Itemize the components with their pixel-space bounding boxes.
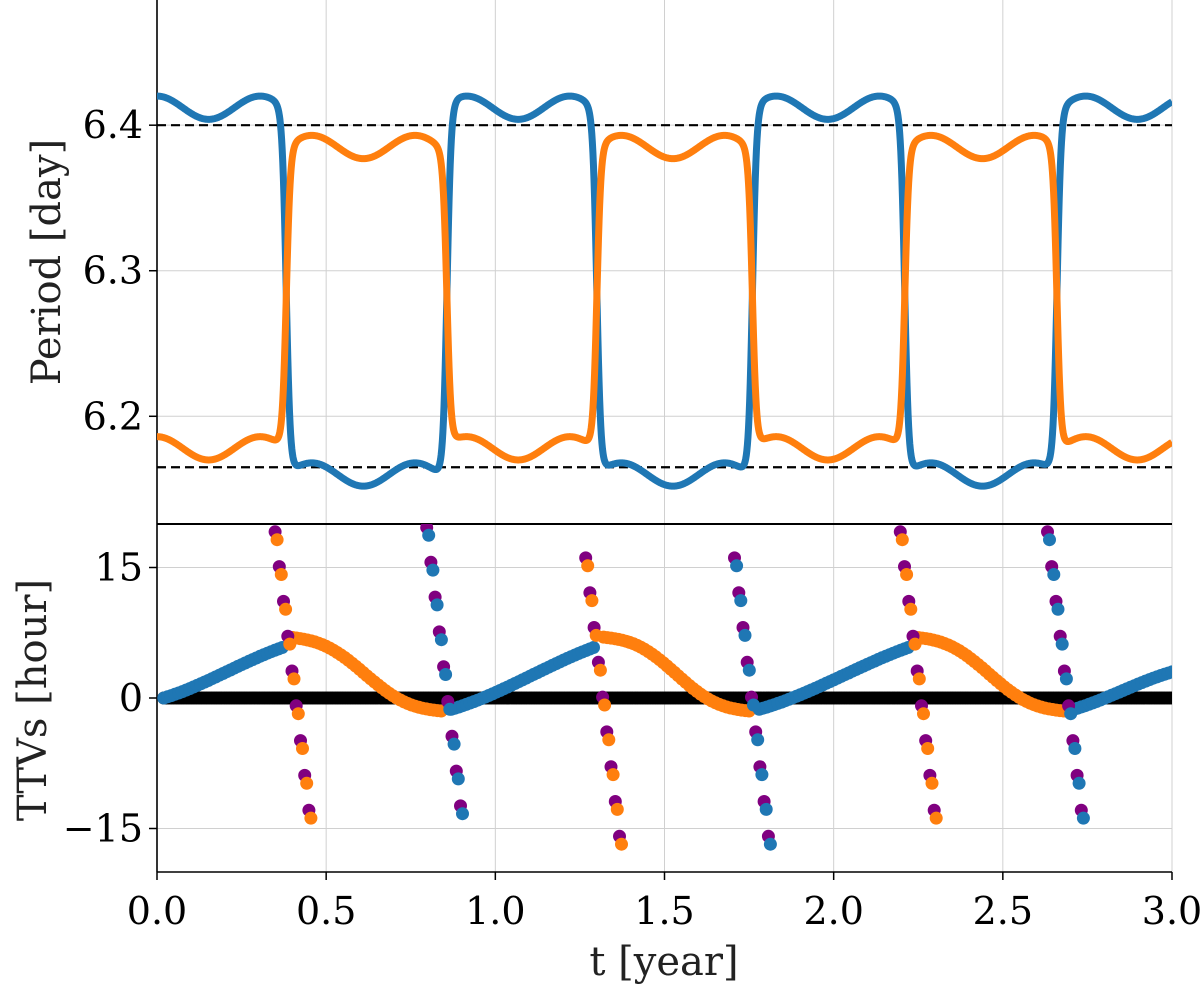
- ttv-burst-point: [598, 698, 612, 712]
- ttv-burst-point: [900, 568, 914, 581]
- ttv-burst-point: [921, 742, 935, 755]
- ttv-y-axis-label: TTVs [hour]: [10, 579, 56, 821]
- period-series-line: [157, 92, 1172, 490]
- ttv-burst-point: [270, 533, 284, 547]
- ttv-burst-point: [1051, 602, 1065, 616]
- ttv-y-tick-label: 15: [95, 546, 143, 590]
- ttv-burst-point: [593, 663, 607, 677]
- ttv-burst-point: [581, 559, 595, 573]
- ttv-burst-point: [274, 568, 288, 581]
- ttv-series: [157, 524, 1172, 851]
- ttv-burst-point: [912, 672, 926, 686]
- ttv-burst-point: [1072, 776, 1086, 790]
- ttv-y-ticks: −15 0 15: [63, 546, 157, 851]
- ttv-burst-point: [759, 802, 773, 816]
- period-y-tick-label: 6.2: [83, 394, 143, 438]
- ttv-x-ticks: 0.0 0.5 1.0 1.5 2.0 2.5 3.0: [127, 872, 1200, 933]
- ttv-burst-point: [291, 707, 305, 721]
- x-tick-label: 2.5: [973, 889, 1033, 933]
- period-y-tick-label: 6.4: [83, 103, 143, 147]
- period-series-line: [157, 131, 1172, 464]
- period-y-axis-label: Period [day]: [24, 139, 70, 385]
- period-y-tick-label: 6.3: [83, 249, 143, 293]
- x-tick-label: 1.5: [634, 889, 694, 933]
- period-series: [157, 92, 1172, 490]
- baseline-marker: [1165, 691, 1172, 705]
- ttv-burst-point: [904, 602, 918, 616]
- ttv-burst-point: [615, 837, 628, 851]
- ttv-burst-point: [296, 742, 309, 755]
- ttv-burst-point: [742, 663, 756, 677]
- ttv-burst-point: [283, 637, 297, 651]
- x-tick-label: 1.0: [465, 889, 525, 933]
- ttv-burst-point: [755, 768, 769, 782]
- ttv-burst-point: [287, 672, 301, 686]
- ttv-burst-point: [610, 802, 624, 816]
- period-gridlines: [156, 0, 1173, 524]
- ttv-y-tick-label: −15: [63, 807, 143, 851]
- period-panel: 6.2 6.3 6.4 Period [day]: [24, 0, 1173, 524]
- ttv-burst-point: [1064, 707, 1078, 721]
- ttv-burst-point: [451, 772, 465, 786]
- x-tick-label: 0.0: [127, 889, 187, 933]
- ttv-burst-point: [763, 837, 777, 851]
- ttv-burst-point: [434, 633, 448, 647]
- ttv-point: [1165, 665, 1172, 679]
- ttv-burst-point: [747, 698, 760, 712]
- ttv-burst-point: [300, 776, 314, 790]
- ttv-burst-point: [751, 733, 765, 747]
- ttv-y-tick-label: 0: [119, 676, 143, 720]
- ttv-burst-point: [1055, 637, 1069, 651]
- x-tick-label: 3.0: [1142, 889, 1200, 933]
- x-tick-label: 2.0: [803, 889, 863, 933]
- ttv-panel: −15 0 15 0.0 0.5 1.0 1.5 2.0 2.5 3.0 TTVs [hour]…: [10, 523, 1200, 985]
- x-axis-label: t [year]: [589, 939, 738, 985]
- ttv-burst-point: [430, 598, 444, 612]
- ttv-point: [587, 641, 600, 654]
- ttv-burst-point: [1059, 672, 1073, 686]
- ttv-burst-point: [925, 776, 939, 790]
- ttv-burst-point: [908, 637, 922, 651]
- ttv-burst-point: [585, 594, 599, 608]
- ttv-burst-point: [1043, 533, 1056, 547]
- ttv-burst-point: [443, 702, 457, 716]
- ttv-burst-point: [738, 628, 752, 642]
- ttv-burst-point: [456, 807, 469, 821]
- ttv-burst-point: [929, 811, 943, 825]
- ttv-burst-point: [1076, 811, 1090, 825]
- ttv-burst-point: [734, 594, 748, 608]
- ttv-burst-point: [730, 559, 744, 573]
- ttv-burst-point: [439, 668, 453, 681]
- ttv-burst-point: [1068, 742, 1082, 755]
- ttv-burst-point: [304, 811, 318, 825]
- ttv-burst-point: [895, 533, 909, 547]
- x-tick-label: 0.5: [296, 889, 356, 933]
- ttv-burst-point: [447, 737, 461, 751]
- ttv-burst-point: [1047, 568, 1061, 581]
- ttv-burst-point: [279, 602, 293, 616]
- ttv-burst-point: [426, 563, 440, 577]
- period-y-ticks: 6.2 6.3 6.4: [83, 103, 157, 438]
- ttv-burst-point: [917, 707, 930, 721]
- ttv-burst-point: [606, 768, 620, 782]
- ttv-burst-point: [422, 528, 436, 542]
- ttv-burst-point: [589, 628, 603, 642]
- ttv-burst-point: [602, 733, 616, 747]
